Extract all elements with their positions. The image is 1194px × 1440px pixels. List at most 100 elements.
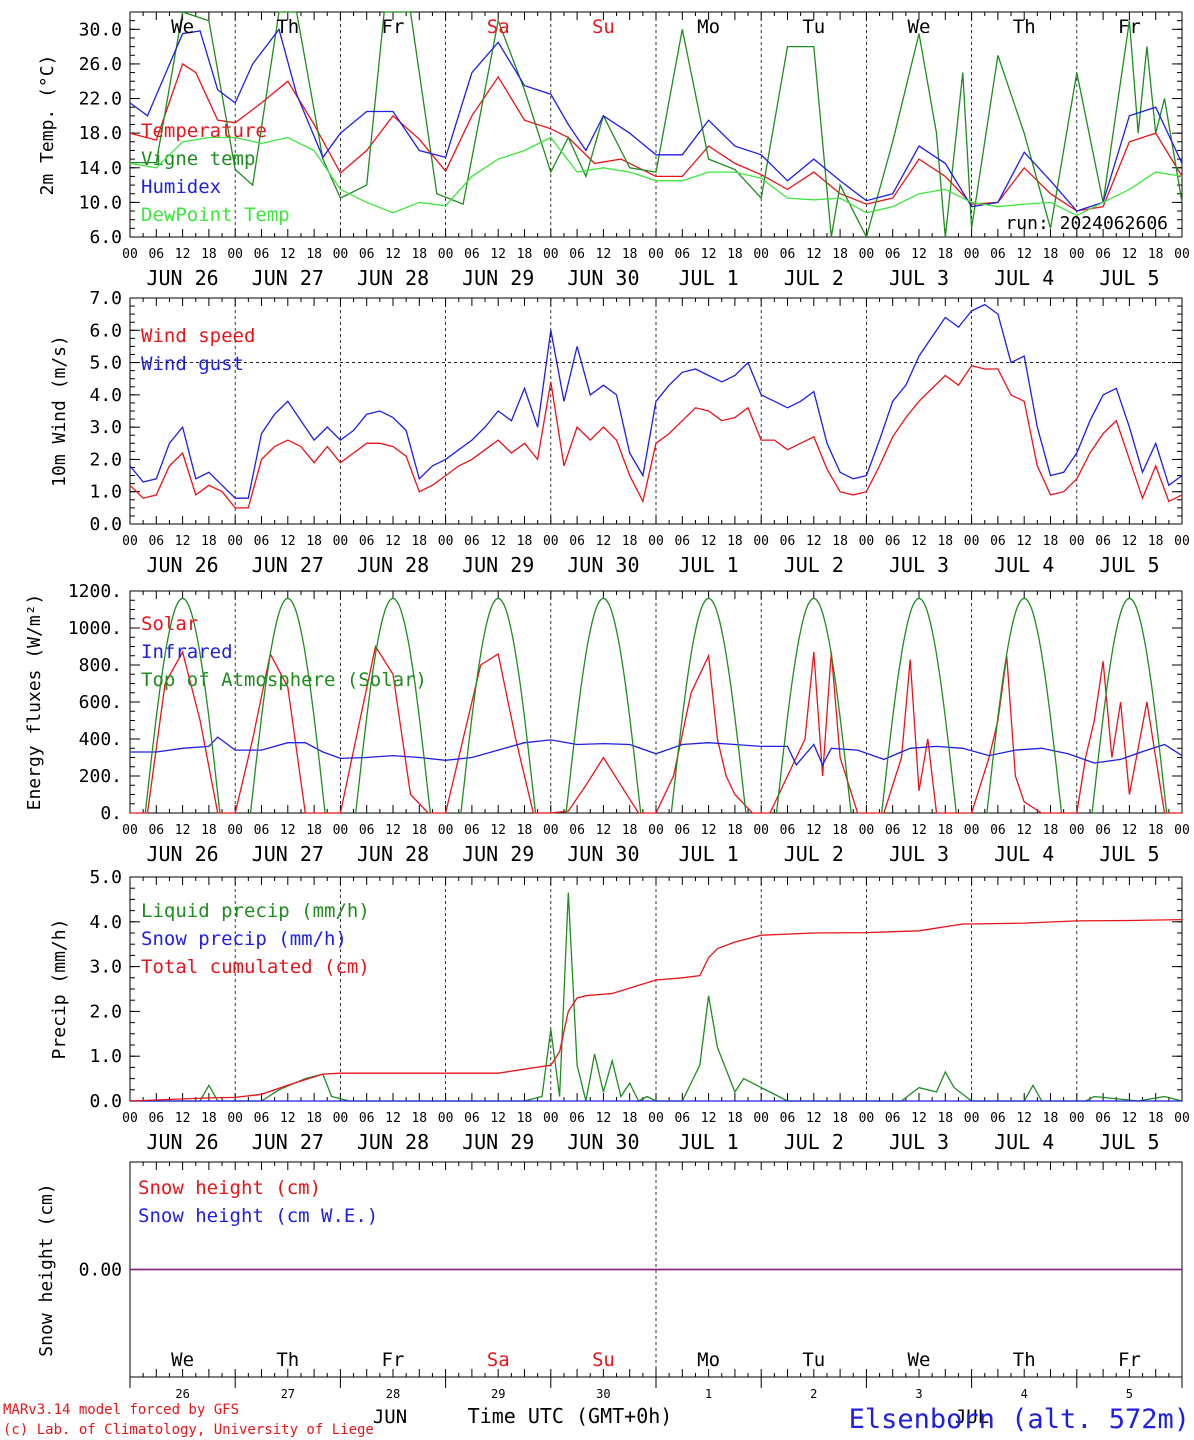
x-date-label: JUN 30: [567, 553, 639, 577]
x-hour-label: 06: [674, 823, 690, 838]
x-hour-label: 12: [1016, 534, 1032, 549]
x-date-label: JUN 26: [146, 266, 218, 290]
x-hour-label: 12: [806, 823, 822, 838]
x-date-label: JUL 5: [1099, 842, 1159, 866]
x-date-label: JUL 2: [784, 1130, 844, 1154]
x-hour-label: 00: [543, 823, 559, 838]
legend-entry: Solar: [141, 613, 198, 635]
weekday-label-bottom: Sa: [487, 1349, 510, 1371]
x-hour-label: 12: [490, 534, 506, 549]
x-hour-label: 12: [911, 1111, 927, 1126]
x-date-label: JUN 30: [567, 1130, 639, 1154]
x-hour-label: 18: [517, 1111, 533, 1126]
x-date-label: JUN 26: [146, 553, 218, 577]
x-hour-label: 18: [306, 1111, 322, 1126]
x-hour-label: 18: [727, 1111, 743, 1126]
series-line-wind-gust: [129, 303, 1183, 499]
x-hour-label: 06: [780, 534, 796, 549]
x-hour-label: 06: [148, 534, 164, 549]
x-hour-label: 06: [990, 1111, 1006, 1126]
x-hour-label: 12: [490, 1111, 506, 1126]
y-tick-label: 0.: [100, 803, 122, 824]
legend-entry: DewPoint Temp: [141, 204, 290, 226]
series-line-total-cumulated-cm-: [129, 918, 1183, 1102]
x-hour-label: 00: [1174, 534, 1190, 549]
x-date-label: JUL 4: [994, 266, 1054, 290]
x-hour-label: 12: [701, 534, 717, 549]
x-hour-label: 00: [438, 534, 454, 549]
x-hour-label: 12: [596, 247, 612, 262]
x-hour-label: 18: [411, 823, 427, 838]
x-hour-label: 12: [280, 1111, 296, 1126]
x-hour-label: 12: [701, 1111, 717, 1126]
x-hour-label: 00: [859, 534, 875, 549]
x-hour-label: 06: [254, 823, 270, 838]
month-label: JUL: [955, 1406, 989, 1428]
x-hour-label: 18: [201, 247, 217, 262]
x-date-label: JUN 27: [252, 1130, 324, 1154]
x-hour-label: 00: [964, 1111, 980, 1126]
x-hour-label: 18: [517, 823, 533, 838]
y-tick-label: 10.0: [79, 192, 122, 213]
y-tick-label: 0.00: [79, 1260, 122, 1281]
station-label: Elsenborn (alt. 572m): [849, 1404, 1190, 1435]
x-hour-label: 18: [306, 247, 322, 262]
x-hour-label: 12: [1016, 1111, 1032, 1126]
x-hour-label: 00: [122, 247, 138, 262]
y-tick-label: 2.0: [89, 449, 122, 470]
x-hour-label: 06: [674, 1111, 690, 1126]
x-hour-label: 12: [175, 823, 191, 838]
x-hour-label: 18: [727, 534, 743, 549]
y-tick-label: 600.: [79, 692, 122, 713]
x-hour-label: 00: [122, 1111, 138, 1126]
x-hour-label: 06: [885, 1111, 901, 1126]
x-hour-label: 06: [885, 534, 901, 549]
weekday-label-top: We: [171, 16, 194, 38]
legend-entry: Total cumulated (cm): [141, 956, 370, 978]
x-date-label: JUL 1: [678, 842, 738, 866]
x-hour-label: 06: [1095, 247, 1111, 262]
x-hour-label: 18: [1148, 823, 1164, 838]
x-hour-label: 12: [1016, 247, 1032, 262]
x-date-label: JUL 3: [889, 842, 949, 866]
x-hour-label: 12: [806, 1111, 822, 1126]
x-hour-label: 00: [964, 247, 980, 262]
x-hour-label: 06: [780, 247, 796, 262]
x-hour-label: 06: [359, 534, 375, 549]
x-hour-label: 18: [832, 823, 848, 838]
day-number-label: 30: [596, 1387, 610, 1401]
y-tick-label: 5.0: [89, 353, 122, 374]
x-hour-label: 18: [832, 534, 848, 549]
weekday-label-bottom: Fr: [1118, 1349, 1141, 1371]
x-hour-label: 06: [885, 247, 901, 262]
y-tick-label: 3.0: [89, 957, 122, 978]
x-hour-label: 00: [1069, 823, 1085, 838]
y-tick-label: 26.0: [79, 54, 122, 75]
x-date-label: JUN 29: [462, 266, 534, 290]
legend-entry: Infrared: [141, 641, 233, 663]
legend-entry: Snow height (cm): [138, 1177, 321, 1199]
x-hour-label: 00: [1069, 534, 1085, 549]
x-hour-label: 12: [1122, 247, 1138, 262]
x-hour-label: 00: [1174, 1111, 1190, 1126]
x-hour-label: 06: [148, 247, 164, 262]
y-tick-label: 4.0: [89, 385, 122, 406]
x-hour-label: 06: [674, 247, 690, 262]
x-hour-label: 00: [543, 247, 559, 262]
x-hour-label: 06: [1095, 534, 1111, 549]
x-hour-label: 18: [1043, 247, 1059, 262]
y-tick-label: 3.0: [89, 417, 122, 438]
y-tick-label: 22.0: [79, 89, 122, 110]
legend-entry: Liquid precip (mm/h): [141, 900, 370, 922]
series-line-humidex: [129, 27, 1183, 212]
x-date-label: JUL 5: [1099, 553, 1159, 577]
x-hour-label: 18: [201, 534, 217, 549]
x-hour-label: 18: [411, 534, 427, 549]
y-tick-label: 200.: [79, 766, 122, 787]
x-hour-label: 18: [622, 534, 638, 549]
month-label: JUN: [373, 1406, 407, 1428]
x-date-label: JUL 3: [889, 1130, 949, 1154]
x-date-label: JUL 3: [889, 553, 949, 577]
x-hour-label: 12: [280, 823, 296, 838]
